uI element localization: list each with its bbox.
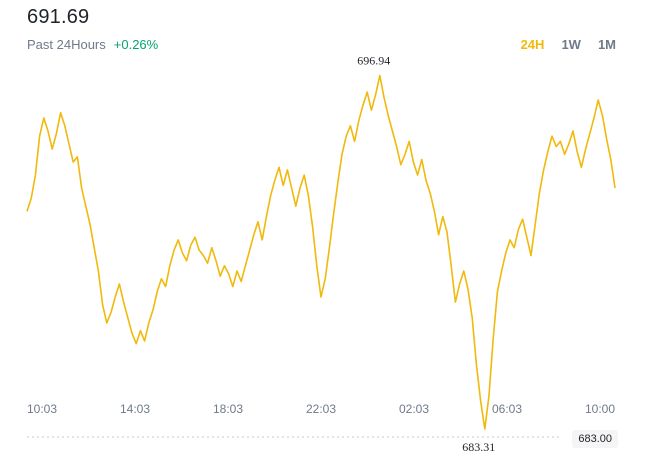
high-price-label: 696.94 <box>357 53 390 67</box>
x-tick-label: 18:03 <box>213 402 243 416</box>
low-price-label: 683.31 <box>462 440 495 454</box>
range-24h-button[interactable]: 24H <box>520 37 545 52</box>
x-tick-label: 10:00 <box>585 402 615 416</box>
x-tick-label: 14:03 <box>120 402 150 416</box>
baseline-price-label: 683.00 <box>572 430 618 448</box>
price-line <box>26 74 616 430</box>
x-tick-label: 10:03 <box>27 402 57 416</box>
x-tick-label: 06:03 <box>492 402 522 416</box>
price-change: +0.26% <box>113 37 159 52</box>
x-tick-label: 02:03 <box>399 402 429 416</box>
range-1w-button[interactable]: 1W <box>561 37 581 52</box>
x-tick-label: 22:03 <box>306 402 336 416</box>
time-range-selector: 24H 1W 1M <box>521 37 616 52</box>
price-meta: Past 24Hours +0.26% <box>27 37 158 52</box>
period-label: Past 24Hours <box>27 37 106 52</box>
range-1m-button[interactable]: 1M <box>597 37 616 52</box>
current-price: 691.69 <box>27 6 90 28</box>
